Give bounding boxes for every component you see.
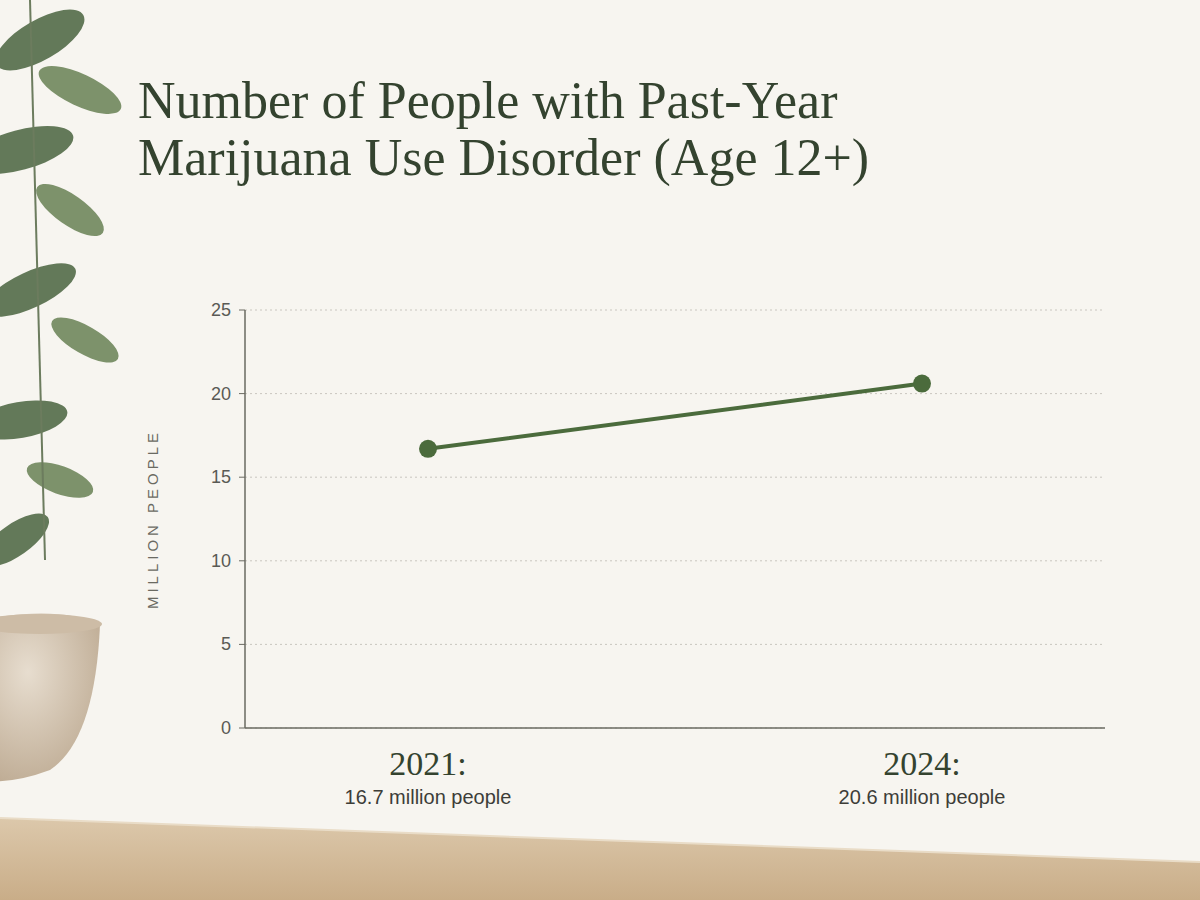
leaf [29, 175, 112, 245]
table-edge [0, 818, 1200, 862]
tick-mark [239, 728, 245, 729]
tick-label: 25 [211, 300, 231, 320]
tick-label: 5 [221, 634, 231, 654]
tick-label: 20 [211, 384, 231, 404]
category-label: 2021: [389, 745, 466, 782]
leaf [0, 253, 83, 328]
grid-line [245, 728, 1105, 729]
grid-line [245, 560, 1105, 561]
background [0, 0, 1200, 900]
point [913, 375, 931, 393]
bowl [0, 614, 100, 782]
leaf [0, 504, 57, 576]
category-label: 2024: [883, 745, 960, 782]
grid-line [245, 310, 1105, 311]
x-axis-line [245, 727, 1105, 729]
tick-mark [239, 393, 245, 394]
grid-line [245, 477, 1105, 478]
y-axis: 0 5 10 15 20 25 [211, 300, 1105, 738]
tick-mark [239, 560, 245, 561]
data-label: 16.7 million people [345, 786, 512, 808]
title: Number of People with Past-Year Marijuan… [138, 72, 1018, 186]
x-axis: 2021: 16.7 million people 2024: 20.6 millio… [345, 745, 1006, 808]
y-axis-title: MILLION PEOPLE [144, 429, 161, 609]
leaf [45, 309, 125, 371]
data-label: 20.6 million people [839, 786, 1006, 808]
grid-line [245, 393, 1105, 394]
plot-area [419, 375, 931, 458]
tick-mark [239, 477, 245, 478]
stage: 0 5 10 15 20 25 MILLION PEOPLE 2021: 16.7 millio… [0, 0, 1200, 900]
tick-mark [239, 310, 245, 311]
plant [0, 0, 128, 576]
line [428, 384, 922, 449]
tick-mark [239, 644, 245, 645]
leaf [22, 455, 97, 505]
leaf [0, 116, 78, 183]
stem [30, 0, 45, 560]
leaf [32, 56, 127, 123]
tick-label: 0 [221, 718, 231, 738]
grid-line [245, 644, 1105, 645]
point [419, 440, 437, 458]
tick-label: 15 [211, 467, 231, 487]
table [0, 818, 1200, 900]
bowl-rim [0, 614, 102, 634]
y-axis-line [244, 310, 246, 728]
tick-label: 10 [211, 551, 231, 571]
leaf [0, 394, 70, 446]
